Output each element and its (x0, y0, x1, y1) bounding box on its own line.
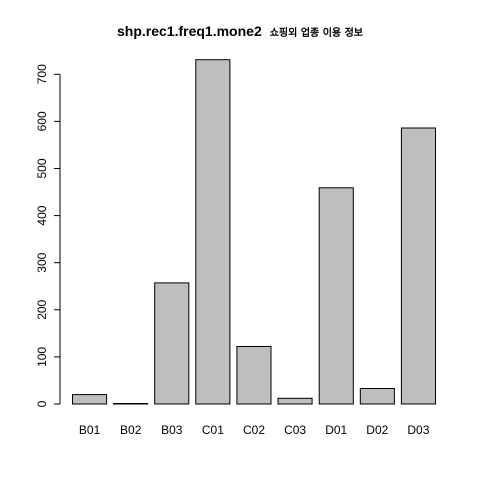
y-tick-label: 300 (35, 252, 49, 272)
bar-c03 (277, 397, 313, 405)
bar-d02 (359, 388, 395, 405)
bar-c02 (236, 346, 272, 405)
bar-b03 (154, 282, 190, 405)
y-tick-label: 100 (35, 347, 49, 367)
x-tick-label: C02 (243, 423, 265, 437)
chart-title: shp.rec1.freq1.mone2 (117, 23, 262, 39)
x-tick-label: C03 (284, 423, 306, 437)
y-tick-label: 600 (35, 111, 49, 131)
x-axis-labels: B01 B02 B03 C01 C02 C03 D01 D02 D03 (79, 423, 430, 437)
bar-d03 (400, 127, 436, 405)
y-tick-label: 400 (35, 205, 49, 225)
bar-c01 (195, 59, 231, 405)
y-tick-label: 200 (35, 299, 49, 319)
y-tick-label: 700 (35, 64, 49, 84)
bar-d01 (318, 187, 354, 405)
x-tick-label: D01 (325, 423, 347, 437)
chart-title-group: shp.rec1.freq1.mone2 쇼핑외 업종 이용 정보 (117, 23, 363, 40)
bars (72, 59, 436, 405)
chart-subtitle: 쇼핑외 업종 이용 정보 (270, 26, 363, 39)
y-axis: 0 100 200 300 400 500 600 700 (35, 64, 61, 407)
bar-b02 (113, 403, 149, 405)
x-tick-label: C01 (202, 423, 224, 437)
x-tick-label: D02 (366, 423, 388, 437)
bar-b01 (72, 394, 108, 405)
x-tick-label: B01 (79, 423, 101, 437)
x-tick-label: B02 (120, 423, 142, 437)
y-tick-label: 500 (35, 158, 49, 178)
x-tick-label: B03 (161, 423, 183, 437)
x-tick-label: D03 (407, 423, 429, 437)
y-tick-label: 0 (35, 400, 49, 407)
